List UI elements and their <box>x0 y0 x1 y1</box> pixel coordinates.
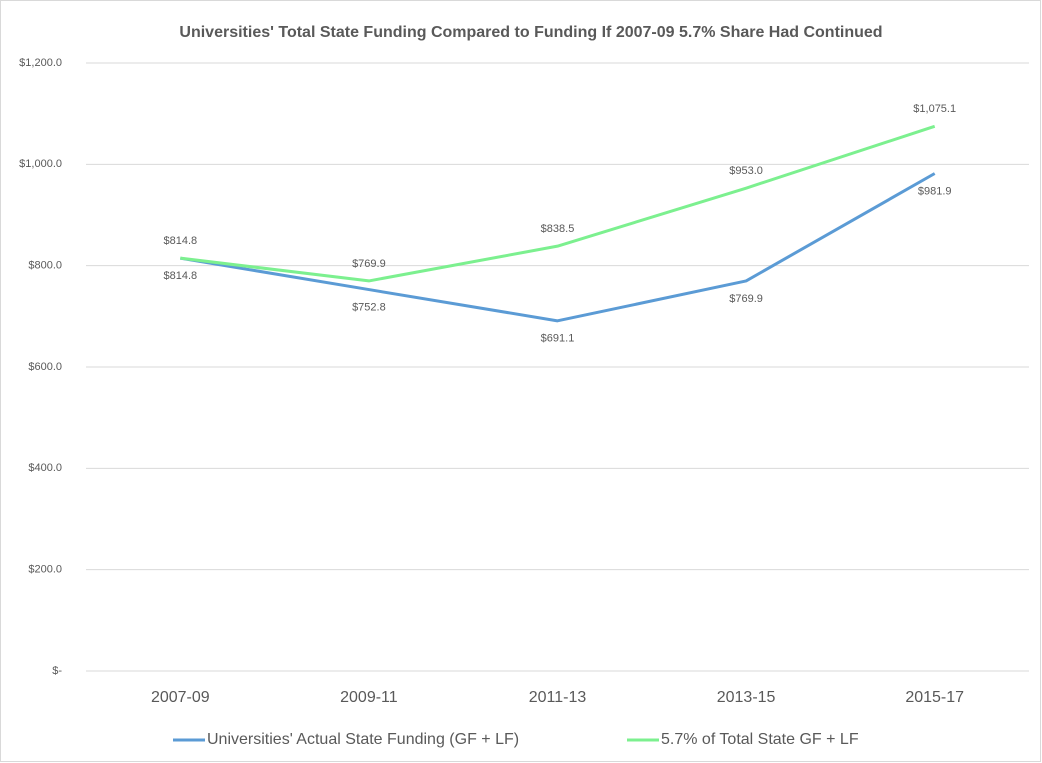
y-tick-label: $400.0 <box>28 462 62 474</box>
y-tick-label: $200.0 <box>28 564 62 576</box>
series-line <box>180 172 936 323</box>
y-tick-label: $800.0 <box>28 260 62 272</box>
data-label: $769.9 <box>352 258 386 270</box>
x-tick-label: 2013-15 <box>717 689 776 706</box>
x-tick-label: 2007-09 <box>151 689 210 706</box>
data-label: $814.8 <box>163 235 197 247</box>
y-tick-label: $- <box>52 665 62 677</box>
data-label: $981.9 <box>918 185 952 197</box>
x-tick-label: 2015-17 <box>905 689 964 706</box>
y-tick-label: $1,000.0 <box>19 158 62 170</box>
x-tick-label: 2011-13 <box>529 689 587 706</box>
y-tick-label: $600.0 <box>28 361 62 373</box>
data-label: $814.8 <box>163 270 197 282</box>
legend-label: Universities' Actual State Funding (GF +… <box>207 731 519 748</box>
data-label: $691.1 <box>541 333 575 345</box>
data-label: $838.5 <box>541 223 575 235</box>
data-label: $769.9 <box>729 293 763 305</box>
x-tick-label: 2009-11 <box>340 689 398 706</box>
data-label: $752.8 <box>352 301 386 313</box>
y-tick-label: $1,200.0 <box>19 57 62 69</box>
data-label: $1,075.1 <box>913 103 956 115</box>
chart-title: Universities' Total State Funding Compar… <box>179 24 882 41</box>
legend-label: 5.7% of Total State GF + LF <box>661 731 859 748</box>
series-line <box>180 124 936 283</box>
data-label: $953.0 <box>729 165 763 177</box>
